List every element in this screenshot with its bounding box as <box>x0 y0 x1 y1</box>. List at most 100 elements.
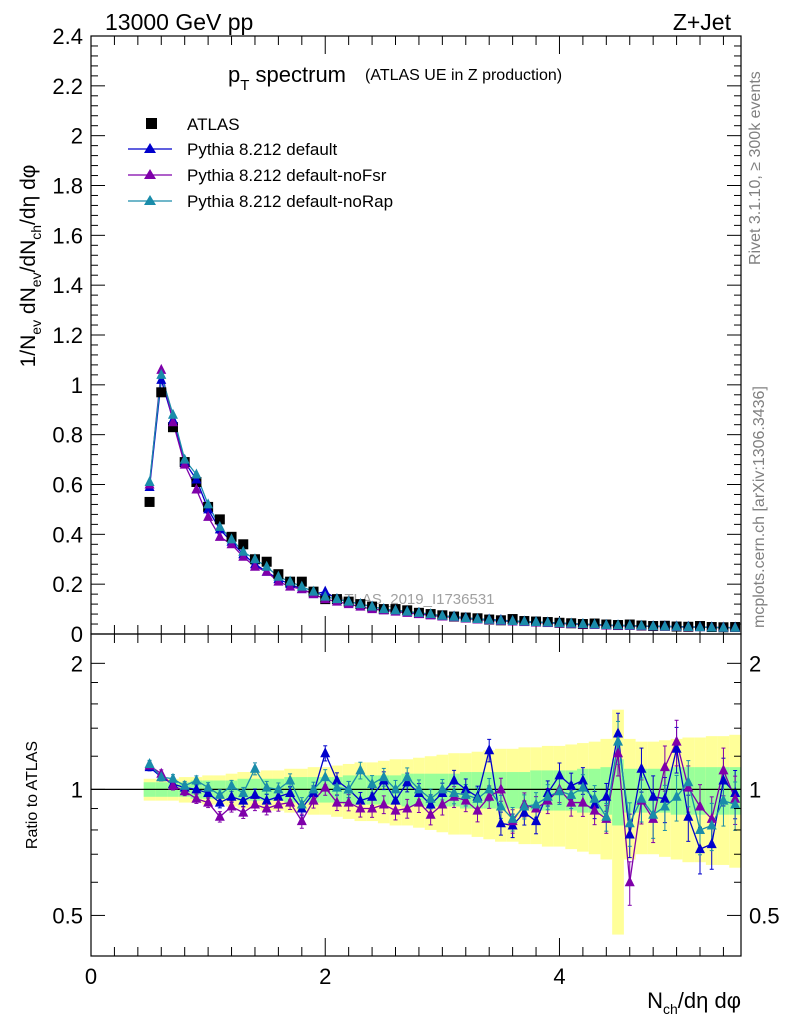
ratio-band-green <box>506 772 519 809</box>
ratio-band-green <box>623 768 636 813</box>
x-axis-title: Nch/dη dφ <box>647 988 741 1017</box>
main-x-ticks <box>90 36 724 634</box>
mc-point-3 <box>425 608 436 619</box>
mc-point-3 <box>460 612 471 623</box>
ratio-band-green <box>518 772 531 809</box>
mc-point-3 <box>402 605 413 616</box>
mc-point-3 <box>226 533 237 544</box>
ratio-point-1 <box>249 788 260 799</box>
ratio-point-3 <box>402 771 413 782</box>
ratio-point-1 <box>636 762 647 773</box>
main-ytick-label: 1.2 <box>52 323 83 348</box>
ratio-point-1 <box>495 817 506 828</box>
ratio-point-3 <box>659 800 670 811</box>
ratio-point-2 <box>425 808 436 819</box>
mc-point-3 <box>648 620 659 631</box>
ratio-point-1 <box>730 787 741 798</box>
mc-point-3 <box>249 553 260 564</box>
ratio-point-2 <box>706 812 717 823</box>
ratio-point-2 <box>285 796 296 807</box>
ratio-point-2 <box>566 796 577 807</box>
mc-point-3 <box>238 545 249 556</box>
main-ytick-label: 0.2 <box>52 572 83 597</box>
ratio-xtick-label: 2 <box>319 964 331 989</box>
ratio-x-ticks: 0 2 4 <box>85 634 724 989</box>
mc-point-3 <box>718 621 729 632</box>
legend-label-nofsr: Pythia 8.212 default-noFsr <box>187 166 387 185</box>
main-ytick-label: 2 <box>71 124 83 149</box>
ratio-point-2 <box>261 802 272 813</box>
ratio-point-2 <box>167 779 178 790</box>
mc-point-3 <box>566 617 577 628</box>
ratio-point-2 <box>378 798 389 809</box>
ratio-point-3 <box>695 823 706 834</box>
ratio-point-1 <box>718 774 729 785</box>
mc-point-3 <box>589 618 600 629</box>
ratio-point-2 <box>191 792 202 803</box>
ratio-point-1 <box>706 838 717 849</box>
ratio-point-2 <box>613 747 624 758</box>
ratio-point-3 <box>730 798 741 809</box>
ratio-point-3 <box>683 776 694 787</box>
ratio-point-2 <box>695 800 706 811</box>
mc-point-3 <box>554 617 565 628</box>
ratio-point-3 <box>413 783 424 794</box>
ratio-point-1 <box>613 727 624 738</box>
ratio-point-2 <box>624 876 635 887</box>
mc-point-3 <box>601 619 612 630</box>
ratio-point-1 <box>214 796 225 807</box>
ratio-point-1 <box>191 783 202 794</box>
main-ytick-label: 1.4 <box>52 273 83 298</box>
mc-point-3 <box>308 585 319 596</box>
ratio-y-ticks: 0.5 0.5 1 1 2 2 <box>52 651 779 928</box>
ratio-point-2 <box>214 810 225 821</box>
mc-point-3 <box>296 580 307 591</box>
ratio-point-3 <box>554 785 565 796</box>
mc-point-3 <box>577 618 588 629</box>
ratio-point-2 <box>331 796 342 807</box>
mc-point-3 <box>355 598 366 609</box>
main-line-2 <box>148 369 736 629</box>
ratio-point-1 <box>285 787 296 798</box>
mc-point-3 <box>437 609 448 620</box>
ratio-point-2 <box>437 798 448 809</box>
ratio-point-3 <box>378 771 389 782</box>
ratio-point-2 <box>355 802 366 813</box>
ratio-point-2 <box>390 804 401 815</box>
ratio-xtick-label: 4 <box>553 964 565 989</box>
legend-marker-nofsr <box>144 169 156 179</box>
ratio-point-1 <box>355 794 366 805</box>
ratio-point-3 <box>390 783 401 794</box>
plot-title: pT spectrum <box>228 62 346 94</box>
ratio-point-3 <box>308 783 319 794</box>
mc-point-3 <box>613 619 624 630</box>
legend-label-atlas: ATLAS <box>187 115 240 134</box>
ratio-point-2 <box>683 781 694 792</box>
mc-point-3 <box>390 604 401 615</box>
legend: ATLAS Pythia 8.212 default Pythia 8.212 … <box>128 115 393 211</box>
ratio-ytick-label: 1 <box>71 777 83 802</box>
plot-title-p: p <box>228 62 240 87</box>
ratio-point-3 <box>460 788 471 799</box>
ratio-point-3 <box>355 764 366 775</box>
mc-point-3 <box>320 590 331 601</box>
legend-marker-default <box>144 143 156 153</box>
ratio-point-2 <box>179 785 190 796</box>
mc-point-3 <box>484 613 495 624</box>
mc-point-3 <box>203 498 214 509</box>
mcplots-label: mcplots.cern.ch [arXiv:1306.3436] <box>751 386 768 628</box>
ratio-point-1 <box>238 794 249 805</box>
ratio-point-1 <box>659 792 670 803</box>
mc-point-2 <box>214 530 225 541</box>
ratio-point-2 <box>413 796 424 807</box>
ratio-point-3 <box>167 772 178 783</box>
ratio-point-2 <box>577 796 588 807</box>
ratio-point-1 <box>367 790 378 801</box>
mc-point-2 <box>167 416 178 427</box>
plot-title-sub: T <box>240 77 249 94</box>
ratio-point-2 <box>343 796 354 807</box>
ratio-point-3 <box>484 783 495 794</box>
ratio-point-2 <box>308 794 319 805</box>
mc-point-3 <box>542 616 553 627</box>
